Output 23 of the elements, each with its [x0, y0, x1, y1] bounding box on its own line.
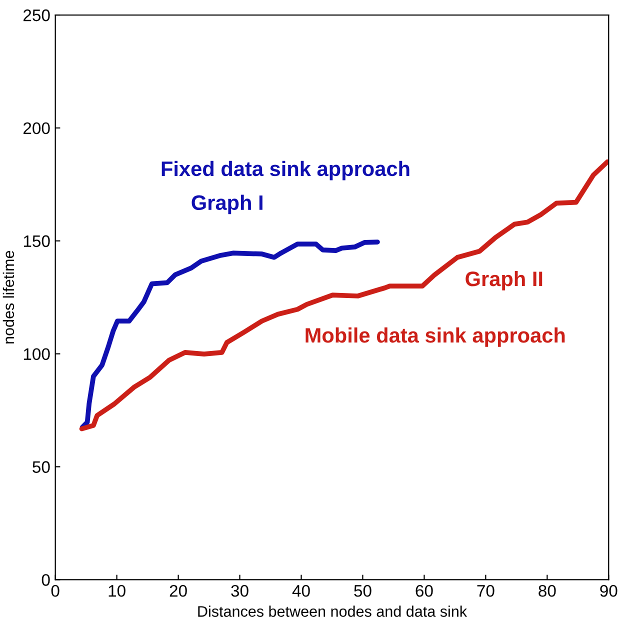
y-tick-label: 250	[24, 9, 50, 22]
annotation: Graph II	[466, 270, 542, 290]
x-tick-label: 60	[416, 584, 433, 597]
annotation: Mobile data sink approach	[306, 327, 565, 347]
x-tick-label: 0	[51, 584, 60, 597]
x-tick-label: 40	[292, 584, 310, 597]
x-tick-label: 80	[538, 584, 556, 597]
y-tick-label: 50	[32, 461, 50, 473]
y-tick-label: 150	[24, 235, 50, 248]
y-tick-label: 100	[24, 348, 50, 360]
line-series	[79, 159, 609, 432]
annotation: Graph I	[192, 194, 262, 214]
x-tick-label: 50	[354, 584, 372, 597]
x-tick-label: 70	[477, 584, 494, 597]
y-tick-label: 0	[42, 574, 50, 586]
x-axis-title: Distances between nodes and data sink	[198, 606, 468, 617]
y-axis-title: nodes lifetime	[2, 250, 14, 344]
x-tick-label: 10	[108, 584, 126, 597]
x-tick-label: 20	[170, 584, 187, 597]
annotation: Fixed data sink approach	[162, 160, 410, 180]
y-tick-label: 200	[24, 122, 50, 134]
x-tick-label: 90	[600, 584, 618, 597]
x-tick-label: 30	[231, 584, 248, 597]
